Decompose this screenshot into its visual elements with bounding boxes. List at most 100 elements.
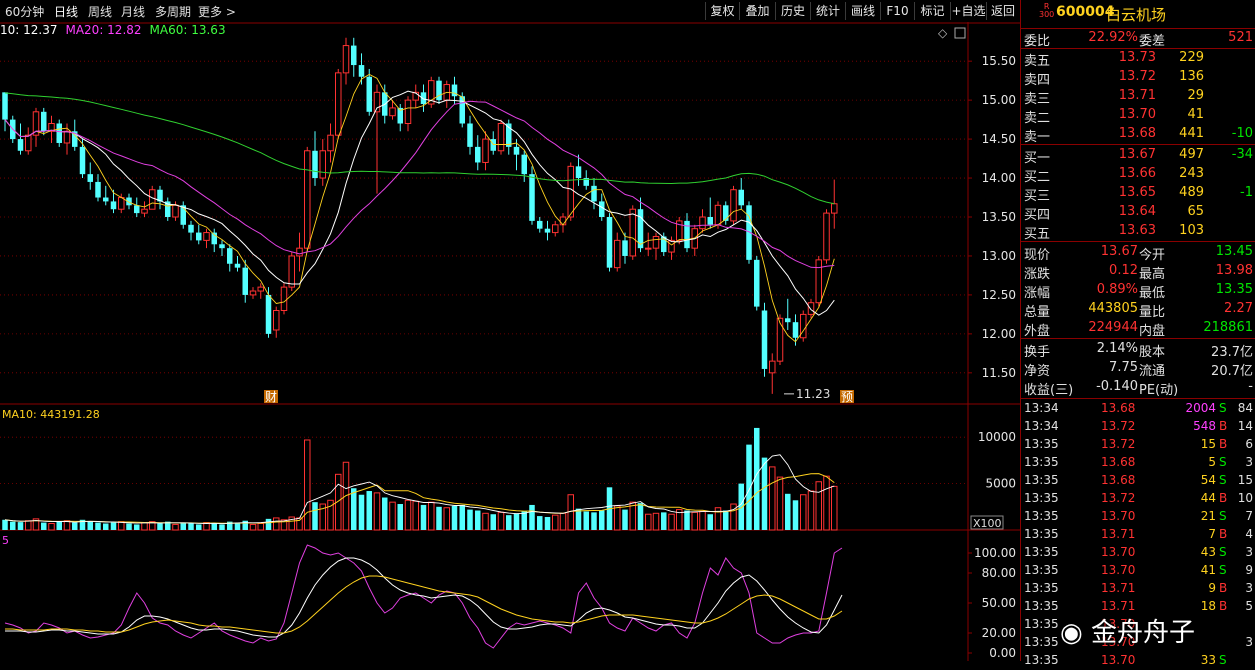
tick-count: 3 (1245, 545, 1253, 559)
volume-bar (304, 439, 311, 531)
volume-bar (436, 506, 442, 530)
volume-bar (63, 520, 71, 531)
volume-bar (72, 522, 78, 530)
weibi-row: 委比 22.92% 委差 521 (1021, 29, 1255, 49)
volume-bar (165, 521, 171, 530)
candle (103, 197, 109, 202)
candle (652, 235, 660, 249)
volume-bar (475, 510, 481, 530)
volume-bar (234, 522, 241, 530)
candle (134, 205, 140, 214)
volume-bar (134, 524, 140, 530)
tick-volume: 41 (1200, 563, 1216, 577)
bid-level-3[interactable]: 买三 13.65 489 -1 (1021, 184, 1255, 204)
indicator-label: 5 (2, 534, 9, 547)
candle (467, 123, 473, 147)
tick-row: 13:35 13.68 54 S 15 (1021, 472, 1255, 490)
bid-price: 13.64 (1118, 204, 1156, 219)
fundamental-row: 净资 7.75 流通 20.7亿 (1021, 359, 1255, 379)
tick-side: B (1219, 527, 1228, 541)
tick-price: 13.68 (1101, 473, 1136, 487)
candle (219, 244, 225, 249)
volume-bar (41, 522, 47, 530)
ask-level-4[interactable]: 卖二 13.70 41 (1021, 106, 1255, 126)
bid-level-1[interactable]: 买一 13.67 497 -34 (1021, 146, 1255, 166)
toolbar-button-0[interactable]: 复权 (705, 2, 739, 20)
period-tab-2[interactable]: 周线 (88, 5, 113, 19)
candle (614, 239, 621, 269)
ask-level-2[interactable]: 卖四 13.72 136 (1021, 68, 1255, 88)
bid-level-2[interactable]: 买二 13.66 243 (1021, 165, 1255, 185)
ask-price: 13.71 (1118, 88, 1156, 103)
marker-yu-bg[interactable] (840, 390, 854, 403)
toolbar-button-4[interactable]: 画线 (845, 2, 880, 20)
period-tab-1[interactable]: 日线 (54, 5, 79, 19)
toolbar-button-1[interactable]: 叠加 (739, 2, 775, 20)
candle (815, 259, 822, 304)
ask-level-5[interactable]: 卖一 13.68 441 -10 (1021, 125, 1255, 145)
candle (2, 92, 8, 120)
volume-bar (506, 515, 512, 530)
period-tab-5[interactable]: 更多 > (198, 5, 236, 19)
tick-count: 14 (1237, 419, 1253, 433)
stock-code[interactable]: 600004 (1056, 4, 1115, 20)
stat-value: 218861 (1203, 320, 1253, 335)
stat-value: 13.67 (1100, 244, 1138, 259)
volume-bar (56, 521, 62, 530)
toolbar-button-6[interactable]: 标记 (914, 2, 950, 20)
indicator-axis-label: 80.00 (982, 566, 1016, 580)
candle (366, 76, 372, 112)
candle (699, 216, 706, 230)
bid-level-5[interactable]: 买五 13.63 103 (1021, 222, 1255, 242)
volume-bar (249, 523, 257, 531)
tick-price: 13.68 (1101, 455, 1136, 469)
toolbar-button-7[interactable]: +自选 (950, 2, 986, 20)
collapse-icon[interactable] (954, 27, 966, 39)
toolbar-button-5[interactable]: F10 (880, 2, 914, 20)
volume-bar (792, 500, 799, 530)
bid-level-4[interactable]: 买四 13.64 65 (1021, 203, 1255, 223)
tick-price: 13.71 (1101, 581, 1136, 595)
volume-bar (467, 509, 473, 530)
ma5-line (4, 73, 835, 343)
kline-chart[interactable]: 15.50 15.00 14.50 14.00 13.50 13.00 12.50 12.00… (0, 22, 1020, 661)
period-tab-3[interactable]: 月线 (121, 5, 146, 19)
price-axis-label: 15.50 (982, 54, 1016, 68)
period-toolbar: 60分钟 日线 周线 月线 多周期 更多 > 复权 叠加 历史 统计 画线 F10 标记 +自选 返回 (0, 0, 1020, 22)
tick-row: 13:35 13.71 7 B 4 (1021, 526, 1255, 544)
watermark: ◉ 金舟舟子 (1060, 612, 1195, 649)
tick-row: 13:35 13.70 21 S 7 (1021, 508, 1255, 526)
ask-level-3[interactable]: 卖三 13.71 29 (1021, 87, 1255, 107)
tick-row: 13:35 13.68 5 S 3 (1021, 454, 1255, 472)
period-tab-4[interactable]: 多周期 (155, 5, 192, 19)
candle (521, 154, 527, 175)
ask-level-1[interactable]: 卖五 13.73 229 (1021, 49, 1255, 69)
fund-value: 2.14% (1096, 341, 1138, 356)
volume-bar (776, 476, 784, 531)
stat-row: 外盘 224944 内盘 218861 (1021, 319, 1255, 339)
separator (1021, 338, 1255, 339)
candle (110, 201, 117, 210)
candle (172, 204, 179, 218)
volume-bar (723, 510, 729, 530)
toolbar-button-8[interactable]: 返回 (986, 2, 1019, 20)
period-tab-0[interactable]: 60分钟 (5, 5, 45, 19)
volume-bar (420, 504, 427, 530)
fund-label: 流通 (1139, 364, 1166, 379)
volume-bar (25, 520, 32, 531)
candle (629, 208, 636, 257)
volume-bar (652, 512, 660, 531)
candle (17, 139, 24, 151)
toolbar-button-2[interactable]: 历史 (775, 2, 810, 20)
stat-row: 涨幅 0.89% 最低 13.35 (1021, 281, 1255, 301)
candle (591, 185, 597, 202)
volume-bar (126, 523, 132, 530)
stock-name[interactable]: 白云机场 (1106, 6, 1167, 24)
tick-time: 13:35 (1024, 545, 1059, 559)
bid-volume: 103 (1179, 223, 1204, 238)
tick-count: 10 (1237, 491, 1253, 505)
tick-volume: 18 (1200, 599, 1216, 613)
marker-cai-bg[interactable] (264, 390, 278, 403)
toolbar-button-3[interactable]: 统计 (810, 2, 845, 20)
weibo-icon: ◉ (1060, 618, 1083, 648)
